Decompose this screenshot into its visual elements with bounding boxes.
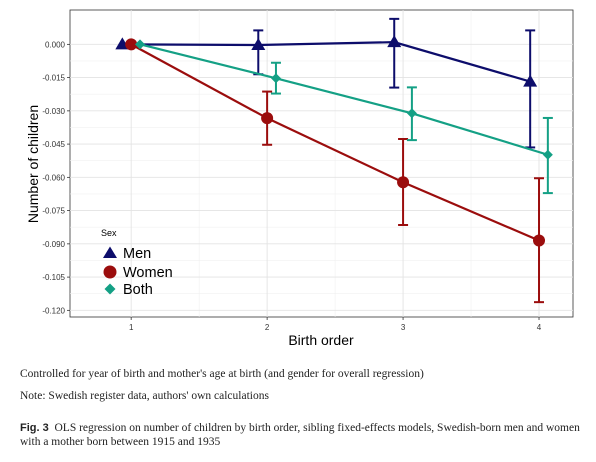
y-tick-label: -0.045 — [42, 140, 65, 149]
women-point — [533, 234, 546, 247]
y-tick-label: 0.000 — [45, 40, 66, 49]
women-line — [130, 43, 540, 242]
y-axis-title: Number of children — [25, 105, 41, 223]
women-point — [125, 38, 138, 51]
legend-men-marker — [103, 246, 117, 258]
both-point — [542, 149, 553, 160]
women-point — [397, 176, 410, 189]
note-controls: Controlled for year of birth and mother'… — [20, 368, 424, 380]
both-line — [139, 43, 549, 156]
legend-title: Sex — [101, 228, 117, 238]
x-axis: 1 2 3 4 — [129, 317, 542, 332]
x-tick-label: 2 — [265, 323, 270, 332]
y-tick-label: -0.105 — [42, 273, 65, 282]
chart: 0.000 -0.015 -0.030 -0.045 -0.060 -0.075 -0.09… — [25, 9, 574, 348]
grid — [70, 10, 573, 317]
caption-text: OLS regression on number of children by … — [20, 422, 580, 448]
x-tick-label: 1 — [129, 323, 134, 332]
legend-both-label: Both — [123, 282, 153, 298]
x-tick-label: 3 — [401, 323, 406, 332]
note-source: Note: Swedish register data, authors' ow… — [20, 390, 269, 402]
men-point — [251, 38, 266, 51]
x-tick-label: 4 — [537, 323, 542, 332]
both-point — [270, 73, 281, 84]
legend-women-label: Women — [123, 265, 173, 281]
both-point — [135, 39, 146, 50]
x-axis-title: Birth order — [288, 332, 354, 348]
y-axis: 0.000 -0.015 -0.030 -0.045 -0.060 -0.075 -0.09… — [42, 40, 70, 315]
y-tick-label: -0.075 — [42, 207, 65, 216]
legend: Sex Men Women Both — [101, 228, 173, 298]
y-tick-label: -0.120 — [42, 306, 65, 315]
legend-women-marker — [103, 265, 117, 279]
both-point — [406, 108, 417, 119]
y-tick-label: -0.060 — [42, 173, 65, 182]
y-tick-label: -0.090 — [42, 240, 65, 249]
men-point — [523, 74, 538, 87]
men-line — [122, 41, 531, 83]
legend-both-marker — [104, 283, 116, 295]
series-layer — [115, 17, 553, 304]
series-women — [125, 38, 546, 304]
caption-label: Fig. 3 — [20, 422, 49, 434]
y-tick-label: -0.030 — [42, 107, 65, 116]
men-point — [387, 35, 402, 48]
legend-men-label: Men — [123, 246, 151, 262]
series-both — [135, 39, 553, 195]
women-point — [261, 112, 274, 125]
figure-caption: Fig. 3 OLS regression on number of child… — [20, 422, 588, 449]
y-tick-label: -0.015 — [42, 74, 65, 83]
